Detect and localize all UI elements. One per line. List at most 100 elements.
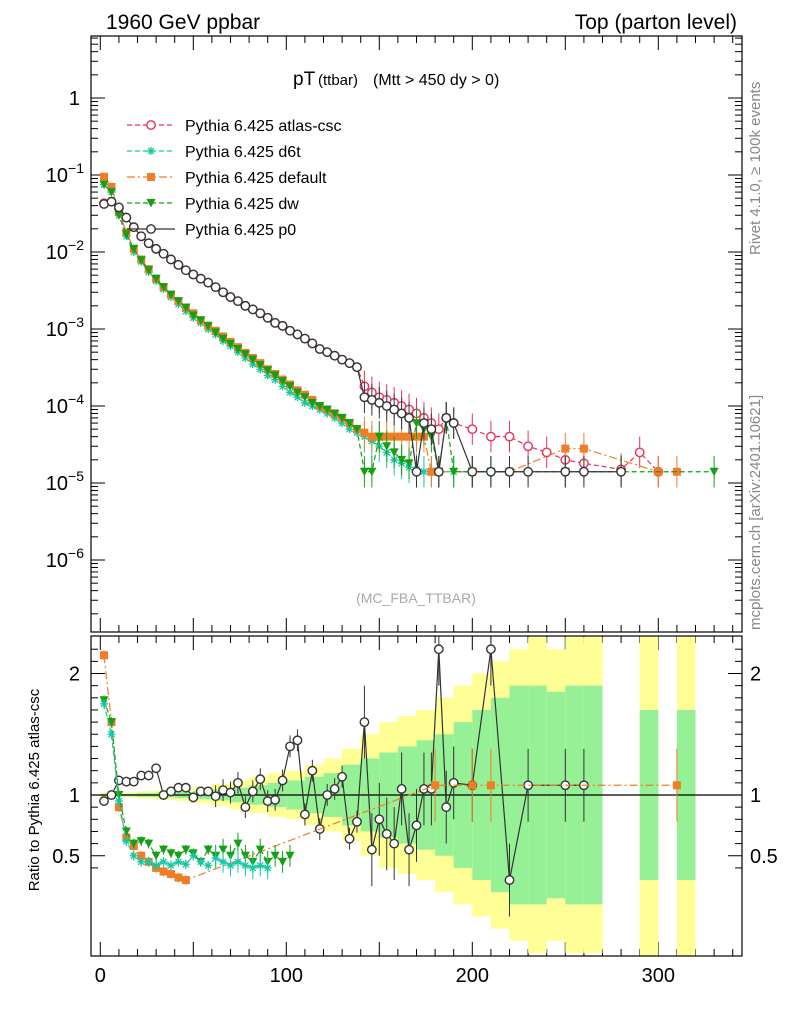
data-point: [188, 311, 198, 320]
ratio-point: [128, 776, 139, 787]
ratio-point: [389, 838, 400, 849]
ratio-point: [240, 802, 251, 813]
data-point: [345, 419, 355, 428]
data-point: [166, 290, 176, 300]
data-point: [672, 467, 681, 476]
data-point: [240, 350, 250, 359]
data-point: [129, 244, 139, 254]
data-point: [467, 424, 478, 435]
data-point: [307, 398, 317, 408]
main-ytick-labels: 110−110−210−310−410−510−6: [46, 88, 84, 572]
ratio-point: [255, 774, 266, 785]
data-point: [233, 344, 243, 354]
data-point: [144, 266, 154, 275]
ratio-point: [278, 857, 288, 867]
data-point: [166, 254, 176, 265]
data-point: [107, 182, 116, 191]
ytick-exp: −4: [68, 391, 84, 407]
ratio-point: [159, 857, 168, 866]
main-ticks: [91, 36, 742, 956]
data-point: [352, 362, 362, 373]
ratio-point: [374, 814, 385, 825]
data-point: [345, 425, 354, 434]
ratio-point: [359, 717, 370, 727]
data-point: [106, 196, 117, 207]
data-point: [389, 404, 400, 415]
ytick-exp: −5: [68, 468, 84, 484]
ratio-point: [106, 718, 116, 727]
data-point: [338, 419, 347, 428]
ratio-point: [366, 844, 377, 855]
ratio-point: [329, 784, 340, 794]
data-point: [307, 338, 318, 349]
title-sub: (ttbar): [318, 72, 358, 89]
ratio-point: [99, 796, 109, 806]
data-point: [485, 466, 496, 477]
legend-label: Pythia 6.425 dw: [185, 196, 299, 213]
ratio-point: [121, 827, 131, 836]
data-point: [225, 292, 236, 302]
ratio-point: [114, 797, 123, 806]
ytick-base: 10: [46, 550, 68, 572]
ratio-point: [431, 781, 440, 790]
series-p0: [99, 196, 626, 488]
data-point: [541, 447, 552, 458]
ratio-point: [381, 828, 392, 839]
data-point: [433, 466, 444, 477]
data-point: [467, 466, 478, 477]
ratio-ytick-label-right: 1: [750, 785, 761, 807]
legend: Pythia 6.425 atlas-csc Pythia 6.425 d6t Py…: [127, 118, 342, 239]
ratio-point: [181, 860, 190, 869]
data-point: [352, 425, 362, 434]
ratio-point: [166, 869, 175, 878]
ytick-exp: −6: [68, 545, 84, 561]
ratio-point: [396, 784, 407, 794]
ratio-point: [196, 857, 205, 866]
ratio-series-d6t: [100, 699, 272, 879]
ratio-series-default: [100, 650, 681, 885]
legend-entry: Pythia 6.425 d6t: [127, 144, 301, 161]
ratio-point: [219, 857, 228, 866]
data-point: [299, 333, 310, 344]
legend-entry: Pythia 6.425 default: [127, 170, 327, 187]
data-point: [441, 413, 452, 423]
ratio-panel: 0.5 0.5 1 1 2 2 0 100 200 300 Ratio to Pythia 6.…: [26, 635, 778, 987]
ratio-point: [129, 851, 138, 860]
data-point: [106, 188, 116, 197]
ytick-label: 10−2: [46, 237, 84, 264]
ratio-point: [248, 863, 257, 872]
data-point: [181, 303, 191, 313]
ratio-point: [270, 794, 281, 805]
ratio-point: [468, 781, 477, 790]
data-point: [292, 388, 302, 397]
ytick-label: 10−3: [46, 314, 84, 341]
series-line: [103, 176, 677, 473]
data-point: [427, 467, 436, 476]
ratio-ylabel: Ratio to Pythia 6.425 atlas-csc: [26, 688, 43, 891]
ratio-point: [144, 839, 154, 849]
ratio-point: [233, 839, 243, 849]
legend-label: Pythia 6.425 atlas-csc: [185, 118, 342, 135]
ratio-frame: [90, 635, 743, 957]
data-point: [277, 320, 288, 331]
data-point: [616, 466, 626, 477]
ratio-point: [173, 851, 183, 861]
data-point: [449, 467, 459, 477]
ratio-point: [277, 775, 288, 786]
series-line: [103, 201, 659, 473]
data-point: [285, 382, 295, 391]
data-point: [404, 459, 414, 468]
mcplots-label: mcplots.cern.ch [arXiv:2401.10621]: [747, 395, 764, 630]
data-point: [248, 355, 258, 365]
data-point: [485, 431, 496, 442]
ratio-point: [411, 820, 422, 831]
legend-marker: [147, 147, 155, 155]
xtick-label: 0: [95, 965, 106, 987]
ratio-point: [151, 851, 161, 861]
data-point: [233, 296, 243, 307]
ratio-series: [99, 636, 681, 917]
data-point: [426, 424, 437, 435]
ytick-exp: −1: [68, 160, 84, 176]
ratio-point: [166, 861, 175, 870]
data-point: [173, 259, 184, 270]
